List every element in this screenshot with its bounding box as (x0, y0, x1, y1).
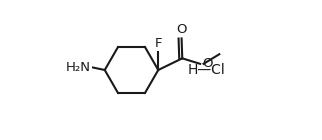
Text: O: O (202, 57, 212, 70)
Text: F: F (155, 37, 162, 50)
Text: H₂N: H₂N (65, 61, 90, 74)
Text: O: O (176, 23, 187, 36)
Text: H—Cl: H—Cl (188, 63, 226, 77)
